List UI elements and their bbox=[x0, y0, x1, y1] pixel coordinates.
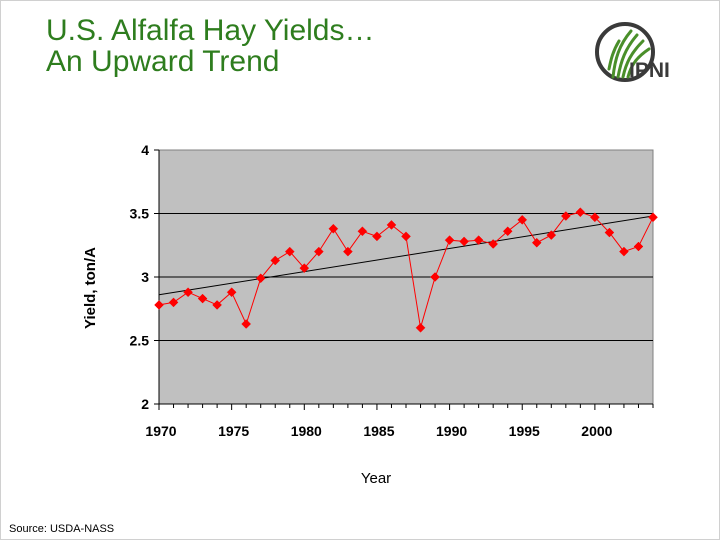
data-point bbox=[270, 255, 281, 266]
logo-text: IPNI bbox=[629, 59, 670, 82]
data-point bbox=[386, 220, 397, 230]
data-point bbox=[284, 246, 295, 257]
data-point bbox=[328, 223, 339, 234]
data-point bbox=[154, 300, 164, 310]
data-point bbox=[560, 211, 571, 221]
data-point bbox=[459, 236, 469, 247]
x-tick-label: 1970 bbox=[145, 423, 176, 439]
data-point bbox=[633, 241, 644, 252]
data-point bbox=[517, 214, 528, 225]
data-point bbox=[604, 227, 615, 238]
title-line-2: An Upward Trend bbox=[46, 45, 280, 78]
data-point bbox=[357, 226, 368, 237]
y-axis-label: Yield, ton/A bbox=[82, 247, 99, 329]
ipni-logo bbox=[595, 22, 655, 82]
data-point bbox=[212, 300, 222, 310]
logo-grass-icon bbox=[607, 29, 651, 79]
trendline bbox=[158, 215, 654, 296]
data-point bbox=[197, 293, 208, 304]
x-tick-label: 1990 bbox=[436, 423, 467, 439]
data-point bbox=[226, 287, 237, 298]
data-point bbox=[168, 297, 179, 308]
title-line-1: U.S. Alfalfa Hay Yields… bbox=[46, 14, 375, 47]
y-tick-label: 3.5 bbox=[130, 206, 150, 222]
y-tick-label: 3 bbox=[141, 269, 149, 285]
data-point bbox=[590, 212, 600, 223]
x-tick-label: 1985 bbox=[363, 423, 394, 439]
data-point bbox=[430, 272, 440, 282]
plot-area-group bbox=[158, 149, 654, 405]
data-point bbox=[473, 235, 484, 246]
x-tick-label: 1995 bbox=[509, 423, 540, 439]
x-tick-label: 1975 bbox=[218, 423, 249, 439]
data-point bbox=[575, 207, 586, 218]
data-point bbox=[415, 322, 426, 333]
data-point bbox=[372, 231, 382, 242]
data-point bbox=[546, 230, 557, 240]
y-tick-label: 4 bbox=[141, 142, 149, 158]
source-note: Source: USDA-NASS bbox=[9, 523, 115, 535]
axes-group: 2 2.5 3 3.5 4 1970 1975 1980 1985 1990 1995 2000 bbox=[130, 142, 654, 439]
x-tick-label: 2000 bbox=[581, 423, 612, 439]
data-point bbox=[401, 231, 411, 242]
data-point bbox=[488, 239, 499, 249]
x-axis-label: Year bbox=[361, 470, 391, 487]
data-point bbox=[619, 246, 629, 257]
data-point bbox=[241, 319, 252, 329]
data-point bbox=[444, 235, 455, 246]
x-tick-label: 1980 bbox=[291, 423, 322, 439]
data-point bbox=[255, 273, 266, 284]
marks-group bbox=[154, 207, 658, 333]
data-point bbox=[183, 287, 193, 298]
data-point bbox=[343, 246, 353, 257]
data-point bbox=[313, 246, 324, 257]
data-point bbox=[299, 263, 310, 273]
data-point bbox=[502, 226, 513, 237]
y-tick-label: 2 bbox=[141, 396, 149, 412]
data-point bbox=[648, 212, 658, 223]
logo-ring bbox=[595, 22, 655, 82]
y-tick-label: 2.5 bbox=[130, 333, 150, 349]
data-point bbox=[531, 237, 542, 248]
slide-title: U.S. Alfalfa Hay Yields… An Upward Trend bbox=[46, 15, 374, 77]
